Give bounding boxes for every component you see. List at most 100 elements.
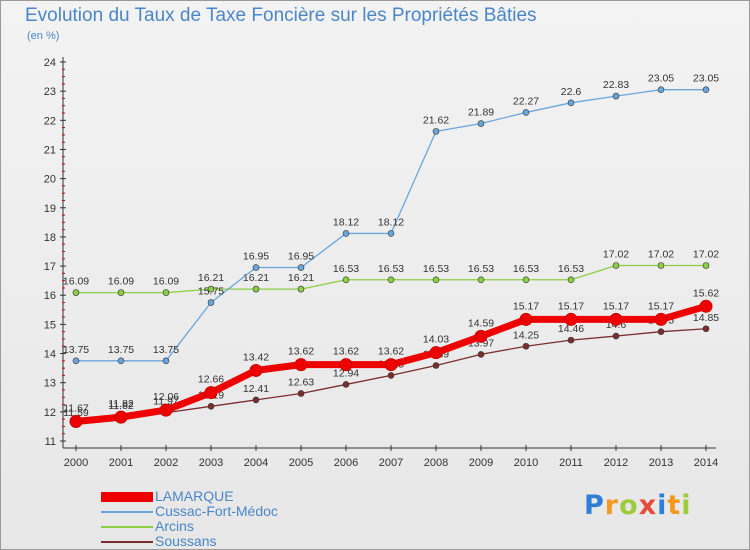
data-label: 14.25 bbox=[513, 329, 539, 341]
data-point bbox=[612, 332, 620, 340]
legend-label: Arcins bbox=[155, 518, 194, 534]
x-tick-label: 2001 bbox=[109, 457, 133, 469]
data-point bbox=[114, 410, 128, 424]
data-label: 16.21 bbox=[243, 272, 269, 284]
data-point bbox=[297, 390, 305, 397]
legend-label: Soussans bbox=[155, 533, 217, 549]
data-point bbox=[297, 285, 305, 293]
data-label: 16.09 bbox=[108, 276, 134, 288]
data-label: 23.05 bbox=[693, 73, 719, 85]
data-label: 18.12 bbox=[378, 216, 404, 228]
data-point bbox=[519, 312, 533, 326]
data-point bbox=[72, 357, 80, 365]
data-label: 16.95 bbox=[243, 251, 269, 263]
y-axis-unit: (en %) bbox=[27, 30, 60, 42]
y-tick-label: 20 bbox=[44, 174, 56, 186]
data-point bbox=[522, 109, 530, 116]
x-tick-label: 2006 bbox=[334, 457, 358, 469]
data-label: 17.02 bbox=[603, 248, 629, 260]
data-point bbox=[162, 289, 170, 296]
data-label: 15.17 bbox=[513, 300, 539, 312]
y-tick-label: 19 bbox=[44, 203, 56, 215]
data-point bbox=[72, 289, 80, 296]
data-label: 16.21 bbox=[288, 272, 314, 284]
data-point bbox=[162, 357, 170, 365]
data-label: 16.95 bbox=[288, 251, 314, 263]
data-point bbox=[387, 230, 395, 237]
data-point bbox=[387, 276, 395, 284]
x-tick-label: 2010 bbox=[514, 457, 538, 469]
x-tick-label: 2013 bbox=[649, 457, 673, 469]
y-tick-label: 16 bbox=[44, 290, 56, 302]
data-point bbox=[657, 328, 665, 335]
legend-label: Cussac-Fort-Médoc bbox=[155, 503, 278, 519]
data-label: 11.82 bbox=[108, 398, 134, 410]
data-label: 12.06 bbox=[153, 391, 179, 403]
data-label: 14.03 bbox=[423, 334, 449, 346]
data-label: 16.21 bbox=[198, 272, 224, 284]
y-tick-label: 13 bbox=[44, 378, 56, 390]
x-tick-label: 2007 bbox=[379, 457, 403, 469]
data-label: 15.17 bbox=[648, 300, 674, 312]
data-point bbox=[702, 86, 710, 93]
data-point bbox=[207, 299, 215, 306]
data-label: 16.53 bbox=[378, 263, 404, 275]
data-label: 17.02 bbox=[648, 248, 674, 260]
data-point bbox=[432, 362, 440, 369]
data-label: 14.46 bbox=[558, 323, 584, 335]
data-point bbox=[522, 342, 530, 350]
data-point bbox=[699, 299, 713, 313]
data-point bbox=[522, 276, 530, 284]
y-tick-label: 22 bbox=[44, 115, 56, 127]
data-label: 15.17 bbox=[603, 300, 629, 312]
data-point bbox=[567, 276, 575, 284]
data-point bbox=[252, 264, 260, 271]
data-point bbox=[117, 289, 125, 296]
data-point bbox=[387, 372, 395, 379]
data-label: 21.62 bbox=[423, 114, 449, 126]
data-point bbox=[474, 329, 488, 343]
legend-swatch bbox=[101, 526, 153, 528]
data-label: 12.66 bbox=[198, 374, 224, 386]
data-label: 15.62 bbox=[693, 287, 719, 299]
data-label: 13.62 bbox=[288, 346, 314, 358]
data-label: 11.67 bbox=[63, 402, 89, 414]
y-tick-label: 17 bbox=[44, 261, 56, 273]
data-label: 22.83 bbox=[603, 79, 629, 91]
x-tick-label: 2014 bbox=[694, 457, 718, 469]
data-point bbox=[252, 396, 260, 404]
data-point bbox=[432, 276, 440, 284]
data-point bbox=[342, 381, 350, 388]
legend-swatch bbox=[101, 492, 153, 502]
data-label: 16.53 bbox=[513, 263, 539, 275]
chart-title: Evolution du Taux de Taxe Foncière sur l… bbox=[25, 5, 537, 26]
data-point bbox=[159, 403, 173, 417]
data-point bbox=[429, 346, 443, 360]
data-label: 22.6 bbox=[561, 86, 582, 98]
data-point bbox=[342, 276, 350, 284]
data-label: 16.53 bbox=[558, 263, 584, 275]
data-label: 13.75 bbox=[63, 344, 89, 356]
data-label: 12.63 bbox=[288, 376, 314, 388]
data-label: 13.42 bbox=[243, 351, 269, 363]
data-label: 13.62 bbox=[333, 346, 359, 358]
data-point bbox=[564, 312, 578, 326]
data-point bbox=[477, 120, 485, 127]
x-tick-label: 2003 bbox=[199, 457, 223, 469]
y-tick-label: 21 bbox=[44, 144, 56, 156]
data-point bbox=[249, 363, 263, 377]
x-tick-label: 2002 bbox=[154, 457, 178, 469]
data-label: 11.82 bbox=[108, 400, 134, 412]
data-point bbox=[567, 336, 575, 344]
y-tick-label: 18 bbox=[44, 232, 56, 244]
data-label: 12.41 bbox=[243, 383, 269, 395]
data-point bbox=[69, 414, 83, 428]
data-label: 22.27 bbox=[513, 95, 539, 107]
data-label: 18.12 bbox=[333, 216, 359, 228]
data-point bbox=[609, 312, 623, 326]
y-tick-label: 15 bbox=[44, 319, 56, 331]
legend-swatch bbox=[101, 541, 153, 543]
data-label: 17.02 bbox=[693, 248, 719, 260]
